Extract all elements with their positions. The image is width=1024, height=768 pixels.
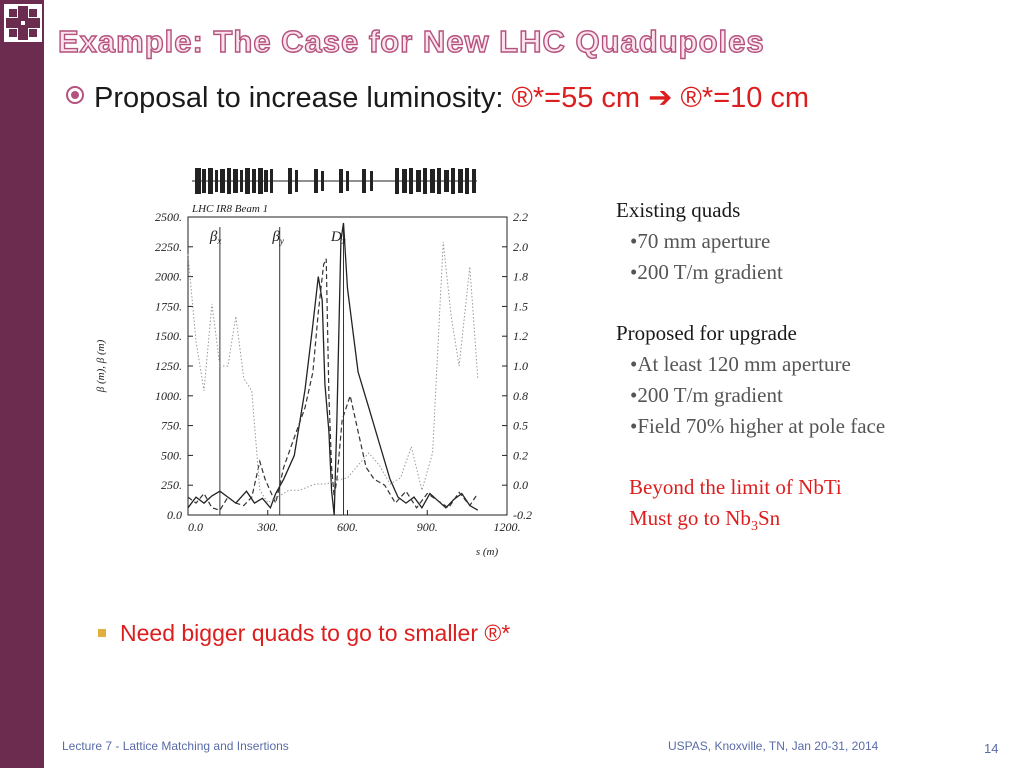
proposed-heading: Proposed for upgrade [616, 321, 797, 345]
lattice-magnet [444, 170, 449, 192]
y-axis-label: β (m), β (m) [95, 339, 107, 393]
series-dashed-line [187, 258, 479, 511]
lattice-magnet [233, 169, 238, 193]
footer-venue: USPAS, Knoxville, TN, Jan 20-31, 2014 [668, 739, 879, 753]
y-tick-label: 0.0 [167, 508, 182, 522]
x-axis-label: s (m) [476, 546, 499, 558]
y2-tick-label: 2.0 [513, 240, 528, 254]
lattice-magnet [195, 168, 201, 194]
proposed-item: •Field 70% higher at pole face [630, 414, 886, 438]
slide-title: Example: The Case for New LHC Quadupoles [57, 23, 765, 59]
lattice-magnet [215, 170, 218, 192]
existing-heading: Existing quads [616, 198, 741, 222]
beta-current-value: =55 cm [544, 82, 641, 114]
arrow-right-icon: ➔ [648, 82, 673, 114]
nbti-limit-note: Beyond the limit of NbTi [629, 475, 842, 499]
beta-target-value: =10 cm [713, 82, 810, 114]
nb3sn-note: Must go to Nb3Sn [629, 506, 781, 535]
lattice-magnet [220, 169, 225, 193]
lattice-magnet [416, 170, 421, 192]
y2-tick-label: -0.2 [513, 508, 532, 522]
lattice-magnet [245, 168, 250, 194]
lattice-magnet [258, 168, 263, 194]
lattice-magnet [458, 169, 463, 193]
chart-title: LHC IR8 Beam 1 [191, 203, 268, 215]
existing-item: •70 mm aperture [630, 229, 771, 253]
quad-comparison-text: Existing quads •70 mm aperture •200 T/m … [616, 198, 885, 537]
y2-tick-label: 1.0 [513, 359, 528, 373]
x-tick-label: 900. [417, 520, 438, 534]
fermilab-logo-icon [4, 4, 42, 42]
beta-function-chart: 0.0 250. 500. 750. 1000. 1250. 1500. 1750. 2000.… [95, 168, 532, 558]
y-tick-label: 2500. [155, 210, 182, 224]
y2-tick-label: 1.2 [513, 329, 528, 343]
bullet-proposal: Proposal to increase luminosity: ®*=55 c… [66, 80, 809, 115]
lattice-magnet [370, 171, 373, 191]
lattice-magnet [465, 168, 469, 194]
lattice-magnet [362, 169, 366, 193]
star-symbol-3: * [501, 620, 511, 646]
existing-item: •200 T/m gradient [630, 260, 783, 284]
lattice-magnet [202, 169, 206, 193]
lattice-magnet [227, 168, 231, 194]
y-tick-label: 750. [161, 419, 182, 433]
star-symbol: * [532, 82, 545, 114]
lattice-magnet [402, 169, 407, 193]
series-solid-line [187, 222, 479, 516]
footer-lecture: Lecture 7 - Lattice Matching and Inserti… [62, 739, 289, 753]
lattice-magnet [288, 168, 292, 194]
beta-symbol: ® [511, 82, 533, 114]
curve-label: βy [271, 229, 283, 246]
lattice-magnet [472, 169, 476, 193]
beta-symbol-3: ® [484, 620, 502, 646]
y-tick-label: 1750. [155, 299, 182, 313]
beta-symbol-2: ® [680, 82, 702, 114]
proposed-item: •At least 120 mm aperture [630, 352, 851, 376]
lattice-magnet [437, 168, 441, 194]
proposal-text: Proposal to increase luminosity: [94, 82, 512, 114]
lattice-magnet [240, 170, 243, 192]
y-tick-label: 250. [161, 478, 182, 492]
y-tick-label: 1500. [155, 329, 182, 343]
proposed-item: •200 T/m gradient [630, 383, 783, 407]
lattice-magnet [208, 168, 213, 194]
lattice-magnet [423, 168, 427, 194]
x-tick-label: 600. [337, 520, 358, 534]
bullet-bigger-quads: Need bigger quads to go to smaller ®* [98, 620, 510, 647]
lattice-magnet [339, 169, 343, 193]
lattice-magnet [430, 169, 435, 193]
y2-tick-label: 0.8 [513, 389, 528, 403]
lattice-magnet [264, 170, 268, 192]
circle-bullet-icon [66, 86, 84, 104]
bigger-quads-text: Need bigger quads to go to smaller [120, 620, 485, 646]
series-dotted-line [187, 241, 479, 504]
lattice-magnet [395, 168, 399, 194]
y-tick-label: 1000. [155, 389, 182, 403]
star-symbol-2: * [701, 82, 714, 114]
lattice-magnet [295, 170, 298, 192]
y-tick-label: 500. [161, 448, 182, 462]
lattice-magnet [314, 169, 318, 193]
lattice-magnet [252, 169, 256, 193]
x-tick-label: 300. [256, 520, 278, 534]
y2-tick-label: 1.8 [513, 270, 528, 284]
x-tick-label: 1200. [494, 520, 521, 534]
x-tick-label: 0.0 [188, 520, 203, 534]
sidebar-band [0, 0, 44, 768]
y2-tick-label: 0.5 [513, 419, 528, 433]
y2-tick-label: 0.2 [513, 448, 528, 462]
lattice-magnet [270, 169, 273, 193]
page-number: 14 [984, 741, 999, 756]
y2-tick-label: 2.2 [513, 210, 528, 224]
y-tick-label: 2000. [155, 270, 182, 284]
lattice-magnet [451, 168, 455, 194]
lattice-magnet [409, 168, 413, 194]
lattice-magnet [346, 171, 349, 191]
square-bullet-icon [98, 629, 106, 637]
y2-tick-label: 0.0 [513, 478, 528, 492]
y-tick-label: 1250. [155, 359, 182, 373]
lattice-magnet [321, 171, 324, 191]
y2-tick-label: 1.5 [513, 299, 528, 313]
y-tick-label: 2250. [155, 240, 182, 254]
